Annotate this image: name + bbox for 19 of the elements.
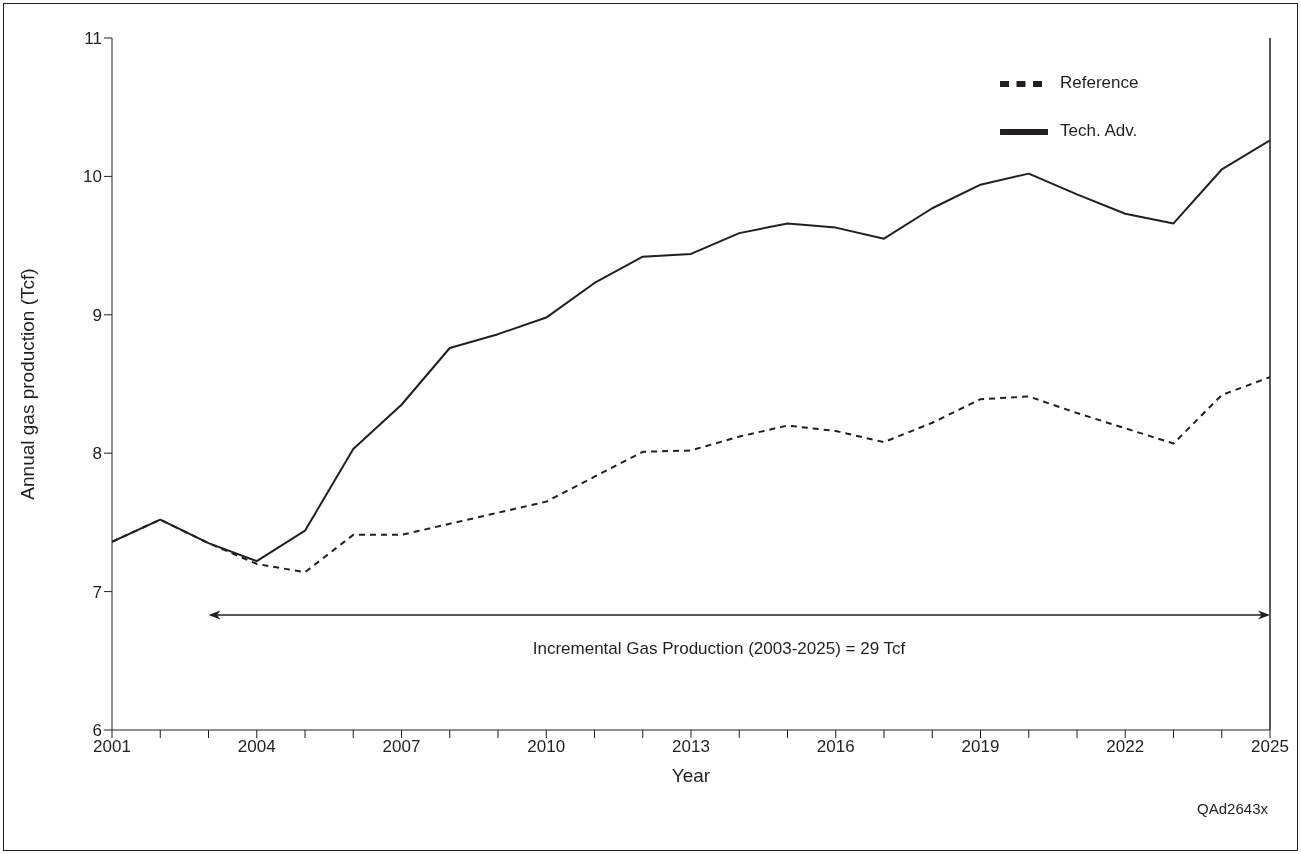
y-tick-label: 8 xyxy=(92,444,102,464)
x-axis-title: Year xyxy=(671,765,711,786)
x-tick-label: 2013 xyxy=(672,737,710,757)
text: QAd2643x xyxy=(1197,800,1269,817)
x-tick-label: 2025 xyxy=(1251,737,1289,757)
x-tick-label: 2019 xyxy=(961,737,1000,757)
y-tick-label: 11 xyxy=(84,29,102,49)
x-tick-label: 2004 xyxy=(237,737,276,757)
legend-label: Reference xyxy=(1060,73,1139,93)
x-tick-label: 2007 xyxy=(382,737,421,757)
x-tick-label: 2016 xyxy=(816,737,855,757)
x-tick-label: 2010 xyxy=(527,737,566,757)
y-tick-label: 9 xyxy=(92,305,102,325)
legend-label: Tech. Adv. xyxy=(1060,121,1138,141)
y-tick-label: 7 xyxy=(92,582,102,602)
y-axis-title: Annual gas production (Tcf) xyxy=(17,268,38,500)
y-tick-label: 10 xyxy=(83,167,102,187)
annotation: Incremental Gas Production (2003-2025) = 29 Tcf xyxy=(532,639,906,658)
x-tick-label: 2022 xyxy=(1106,737,1145,757)
